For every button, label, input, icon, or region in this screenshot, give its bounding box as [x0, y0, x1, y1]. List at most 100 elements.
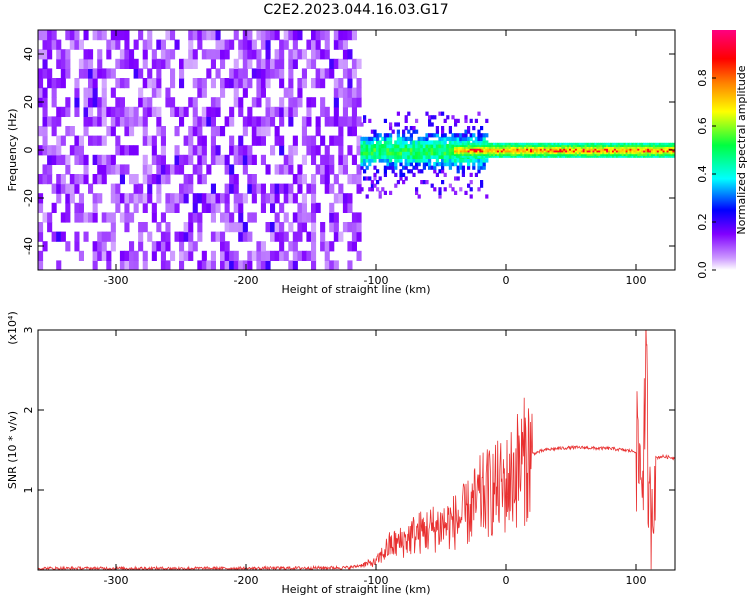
heatmap-cell — [160, 58, 166, 69]
heatmap-cell — [156, 106, 162, 117]
heatmap-cell — [474, 158, 478, 163]
heatmap-cell — [389, 151, 393, 156]
heatmap-cell — [465, 146, 469, 149]
heatmap-cell — [365, 147, 369, 152]
heatmap-cell — [288, 183, 294, 194]
heatmap-cell — [464, 190, 468, 195]
heatmap-cell — [260, 241, 266, 252]
heatmap-cell — [407, 147, 411, 152]
heatmap-cell — [571, 150, 574, 153]
heatmap-cell — [537, 153, 541, 156]
heatmap-cell — [654, 144, 658, 147]
heatmap-cell — [438, 147, 442, 152]
heatmap-cell — [582, 153, 586, 156]
heatmap-cell — [156, 241, 162, 252]
heatmap-cell — [320, 30, 326, 41]
heatmap-cell — [617, 150, 621, 153]
heatmap-cell — [647, 144, 650, 147]
heatmap-cell — [265, 222, 271, 233]
heatmap-cell — [668, 150, 671, 153]
heatmap-cell — [602, 148, 605, 151]
heatmap-cell — [402, 140, 406, 145]
heatmap-cell — [347, 97, 353, 108]
heatmap-cell — [559, 151, 562, 155]
heatmap-cell — [115, 183, 121, 194]
heatmap-cell — [142, 126, 148, 137]
heatmap-cell — [491, 153, 494, 156]
heatmap-cell — [106, 164, 112, 175]
heatmap-cell — [415, 158, 419, 163]
heatmap-cell — [338, 145, 344, 156]
heatmap-cell — [578, 146, 582, 149]
heatmap-cell — [188, 174, 194, 185]
chart-title: C2E2.2023.044.16.03.G17 — [263, 2, 448, 18]
heatmap-cell — [97, 68, 103, 79]
heatmap-cell — [260, 202, 266, 213]
heatmap-cell — [606, 144, 609, 147]
heatmap-cell — [51, 97, 57, 108]
heatmap-cell — [652, 155, 656, 158]
heatmap-cell — [60, 135, 66, 146]
heatmap-cell — [342, 30, 348, 41]
heatmap-cell — [422, 144, 426, 149]
heatmap-cell — [65, 126, 71, 137]
heatmap-cell — [197, 222, 203, 233]
heatmap-cell — [92, 193, 98, 204]
heatmap-cell — [170, 106, 176, 117]
heatmap-cell — [188, 250, 194, 261]
heatmap-cell — [274, 106, 280, 117]
heatmap-cell — [356, 135, 362, 146]
heatmap-cell — [251, 250, 257, 261]
heatmap-cell — [514, 153, 517, 156]
heatmap-cell — [356, 174, 362, 185]
heatmap-cell — [74, 87, 80, 98]
heatmap-cell — [435, 151, 439, 156]
heatmap-cell — [324, 116, 330, 127]
heatmap-cell — [514, 155, 517, 158]
heatmap-cell — [329, 58, 335, 69]
heatmap-cell — [617, 146, 621, 149]
heatmap-cell — [320, 97, 326, 108]
heatmap-cell — [441, 165, 445, 170]
heatmap-cell — [129, 174, 135, 185]
heatmap-cell — [251, 154, 257, 165]
heatmap-cell — [192, 116, 198, 127]
heatmap-cell — [569, 146, 572, 149]
heatmap-cell — [256, 30, 262, 41]
heatmap-cell — [333, 231, 339, 242]
heatmap-cell — [192, 58, 198, 69]
heatmap-cell — [425, 140, 429, 145]
heatmap-cell — [455, 146, 459, 149]
heatmap-cell — [559, 153, 562, 156]
heatmap-cell — [526, 153, 529, 156]
heatmap-cell — [288, 116, 294, 127]
heatmap-cell — [329, 202, 335, 213]
heatmap-cell — [338, 39, 344, 50]
heatmap-cell — [370, 187, 374, 192]
heatmap-cell — [555, 148, 558, 151]
heatmap-cell — [446, 144, 450, 149]
heatmap-cell — [553, 151, 556, 155]
heatmap-cell — [74, 30, 80, 41]
heatmap-cell — [535, 153, 539, 156]
heatmap-cell — [596, 148, 599, 151]
heatmap-cell — [265, 250, 271, 261]
heatmap-cell — [347, 145, 353, 156]
heatmap-cell — [274, 212, 280, 223]
heatmap-cell — [535, 155, 539, 158]
heatmap-cell — [578, 142, 582, 146]
heatmap-cell — [485, 148, 488, 151]
heatmap-cell — [479, 153, 482, 156]
heatmap-cell — [74, 154, 80, 165]
heatmap-cell — [483, 146, 486, 149]
heatmap-cell — [42, 30, 48, 41]
heatmap-cell — [233, 154, 239, 165]
heatmap-cell — [391, 147, 395, 152]
heatmap-cell — [463, 151, 467, 155]
heatmap-cell — [142, 58, 148, 69]
heatmap-cell — [551, 148, 554, 151]
heatmap-cell — [356, 116, 362, 127]
heatmap-cell — [592, 150, 595, 153]
heatmap-cell — [610, 150, 613, 153]
